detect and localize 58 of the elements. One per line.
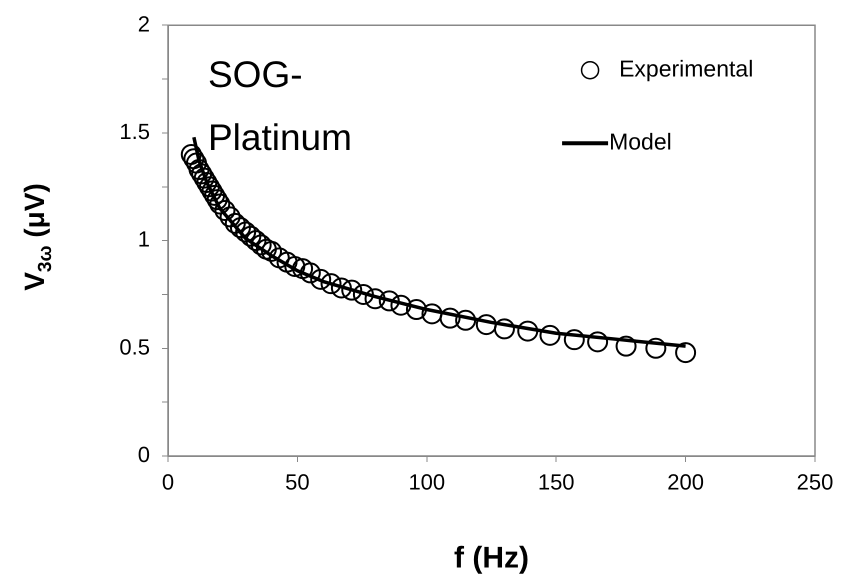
point [186,152,207,174]
point [378,290,400,312]
point [421,303,442,324]
x-tick-label: 250 [796,469,834,494]
point [206,189,228,210]
point [455,310,476,331]
point [180,144,202,165]
point [284,256,306,277]
point [352,284,374,305]
point [341,280,362,301]
point [587,331,608,352]
legend-label: Model [609,128,672,155]
point [517,320,538,342]
y-tick-label: 0 [138,442,150,468]
point [645,338,666,359]
legend-label: Experimental [619,56,754,82]
point [440,308,461,329]
point [390,294,412,316]
point [240,226,262,247]
point [406,299,427,320]
point [261,240,282,262]
point [276,252,298,273]
y-tick-label: 1 [138,226,150,252]
point [476,314,497,336]
point [188,159,210,180]
point [564,329,585,350]
point [320,273,342,294]
point [330,277,352,298]
point [220,206,241,228]
point [256,238,277,260]
point [230,217,251,238]
annotation: SOG- [208,54,303,95]
point [310,268,332,290]
point [268,247,290,268]
annotation: Platinum [208,116,352,158]
x-tick-label: 50 [285,469,310,494]
point [235,221,256,242]
x-tick-label: 0 [162,469,174,494]
point [250,234,272,256]
y-tick-label: 0.5 [119,334,150,360]
point [616,336,637,357]
point [494,318,515,340]
point [675,342,696,364]
x-tick-label: 100 [408,469,446,494]
point [539,324,560,346]
point [300,262,321,284]
point [364,288,386,310]
point [224,212,246,234]
x-tick-label: 200 [667,469,704,494]
point [214,200,236,221]
point [245,230,266,252]
point [292,258,314,280]
y-tick-label: 2 [138,11,150,36]
y-tick-label: 1.5 [119,118,150,144]
point [209,193,230,214]
x-axis-title: f (Hz) [454,541,529,574]
x-tick-label: 150 [538,469,575,494]
point [183,148,204,170]
